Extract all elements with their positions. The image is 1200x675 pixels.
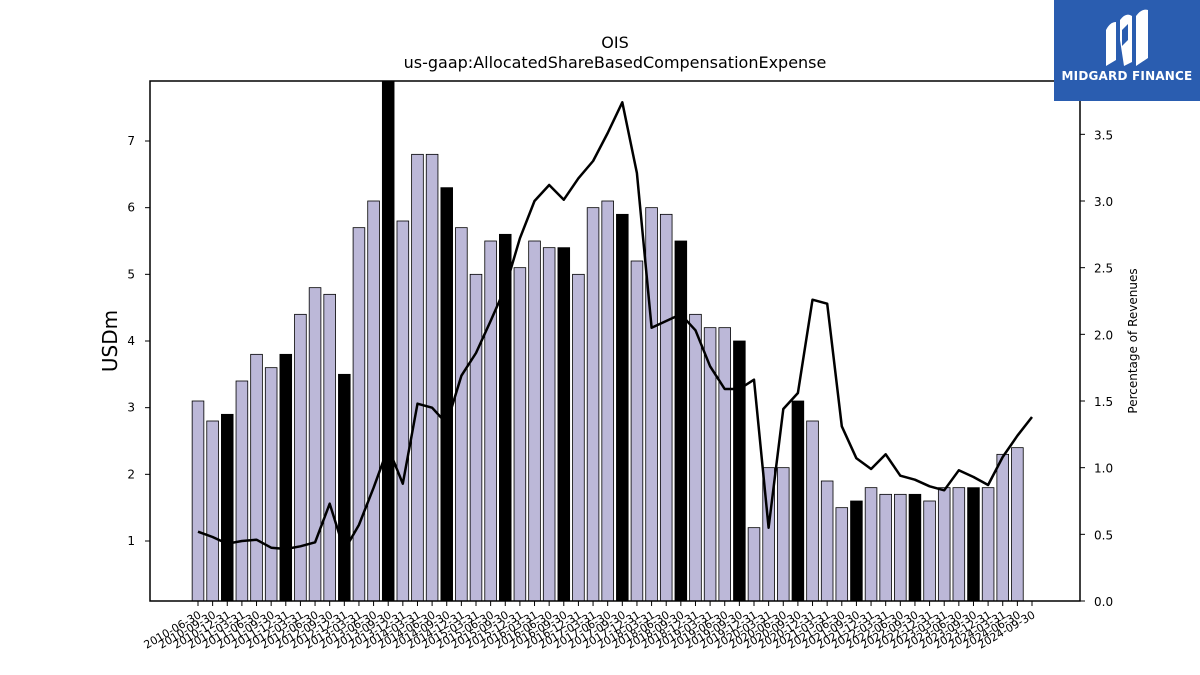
logo-text: MIDGARD FINANCE xyxy=(1061,69,1193,83)
bar-2019-09-30 xyxy=(733,340,746,602)
bar-2016-06-30 xyxy=(542,247,556,602)
bar-2021-09-30 xyxy=(850,500,863,602)
bar-2017-09-30 xyxy=(616,213,629,602)
bar-2013-03-31 xyxy=(352,227,366,602)
bar-2010-09-30 xyxy=(206,420,219,602)
y2-tick-label: 3.5 xyxy=(1094,128,1113,142)
bar-2023-09-30 xyxy=(967,487,980,602)
bar-2014-09-30 xyxy=(440,187,453,602)
bar-2014-03-31 xyxy=(411,153,424,602)
bar-2013-06-30 xyxy=(367,200,380,602)
bar-2016-12-31 xyxy=(572,273,585,602)
bar-2019-06-30 xyxy=(718,327,731,602)
bar-2017-03-31 xyxy=(586,207,600,602)
bar-2010-12-31 xyxy=(221,413,234,602)
bar-2019-03-31 xyxy=(703,327,717,602)
bar-2022-09-30 xyxy=(908,493,922,602)
bar-2011-06-30 xyxy=(250,353,263,602)
y-axis-label: USDm xyxy=(98,310,122,372)
bar-2017-12-31 xyxy=(630,260,644,602)
bar-2023-06-30 xyxy=(952,487,966,602)
bar-2018-09-30 xyxy=(674,240,688,602)
bar-2024-03-31 xyxy=(996,453,1009,602)
y2-tick-label: 1.5 xyxy=(1094,395,1113,409)
midgard-finance-logo: MIDGARD FINANCE xyxy=(1054,0,1200,101)
bar-2012-12-31 xyxy=(338,373,351,602)
bar-2022-06-30 xyxy=(894,493,907,602)
bar-2011-09-30 xyxy=(264,367,278,602)
bar-2016-03-31 xyxy=(528,240,541,602)
midgard-logo-icon xyxy=(1106,9,1148,67)
bar-2020-06-30 xyxy=(777,467,790,602)
bar-2014-12-31 xyxy=(455,227,468,602)
bar-2021-12-31 xyxy=(864,487,878,602)
ratio-line xyxy=(197,101,1033,552)
bar-2018-06-30 xyxy=(659,213,673,602)
bar-2020-09-30 xyxy=(791,400,805,602)
bar-2019-12-31 xyxy=(747,527,761,602)
x-axis: 2010-06-302010-09-302010-12-312011-03-31… xyxy=(142,601,1038,652)
bar-2015-03-31 xyxy=(469,273,483,602)
bar-2023-12-31 xyxy=(981,487,995,602)
y-axis-left: 1 2 3 4 5 6 7 xyxy=(127,134,150,548)
y-tick-label: 6 xyxy=(127,201,135,215)
bar-2011-12-31 xyxy=(279,353,293,602)
bar-2017-06-30 xyxy=(601,200,614,602)
y-tick-label: 2 xyxy=(127,467,135,481)
bar-2022-03-31 xyxy=(879,493,892,602)
bar-2013-09-30 xyxy=(381,80,395,602)
chart-title: OIS xyxy=(601,33,628,52)
bar-2018-12-31 xyxy=(689,313,702,602)
bar-2020-12-31 xyxy=(806,420,819,602)
y-tick-label: 5 xyxy=(127,267,135,281)
bar-2012-06-30 xyxy=(308,287,322,602)
chart-subtitle: us-gaap:AllocatedShareBasedCompensationE… xyxy=(404,53,827,72)
y2-tick-label: 0.5 xyxy=(1094,528,1113,542)
bar-2013-12-31 xyxy=(396,220,410,602)
bar-2016-09-30 xyxy=(557,247,571,602)
bar-2011-03-31 xyxy=(235,380,249,602)
bar-2023-03-31 xyxy=(937,487,951,602)
y-tick-label: 1 xyxy=(127,534,135,548)
bar-2012-09-30 xyxy=(323,293,336,602)
bar-2022-12-31 xyxy=(923,500,936,602)
y2-tick-label: 0.0 xyxy=(1094,595,1113,609)
y2-tick-label: 3.0 xyxy=(1094,195,1113,209)
bar-2015-12-31 xyxy=(513,267,527,602)
y2-tick-label: 1.0 xyxy=(1094,462,1113,476)
bar-2021-03-31 xyxy=(820,480,834,602)
bar-2018-03-31 xyxy=(645,207,658,602)
y-axis-right: 0.0 0.5 1.0 1.5 2.0 2.5 3.0 3.5 xyxy=(1080,128,1113,609)
y2-tick-label: 2.5 xyxy=(1094,262,1113,276)
y-tick-label: 4 xyxy=(127,334,135,348)
bar-2010-06-30 xyxy=(191,400,205,602)
bar-2012-03-31 xyxy=(294,313,307,602)
y2-tick-label: 2.0 xyxy=(1094,328,1113,342)
bar-2014-06-30 xyxy=(425,153,439,602)
bar-series xyxy=(191,80,1024,602)
bar-2021-06-30 xyxy=(835,507,849,602)
y2-axis-label: Percentage of Revenues xyxy=(1126,268,1140,413)
bar-2015-06-30 xyxy=(484,240,497,602)
y-tick-label: 7 xyxy=(127,134,135,148)
bar-2024-06-30 xyxy=(1011,447,1024,602)
y-tick-label: 3 xyxy=(127,401,135,415)
